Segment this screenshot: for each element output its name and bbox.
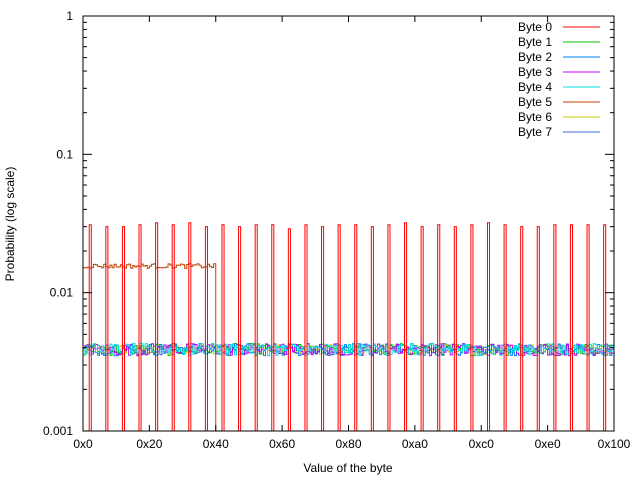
series-line-byte-0 <box>83 222 614 432</box>
x-tick-label: 0x80 <box>335 437 361 451</box>
series-line-byte-1 <box>82 342 615 431</box>
legend-label: Byte 5 <box>518 95 552 109</box>
series-line-byte-7 <box>82 344 615 431</box>
x-tick-label: 0xe0 <box>535 437 561 451</box>
series-line-byte-6 <box>82 344 615 431</box>
series-line-byte-4 <box>82 342 615 431</box>
legend-label: Byte 6 <box>518 110 552 124</box>
legend-label: Byte 2 <box>518 50 552 64</box>
ticks-layer: 0x0 0x20 0x40 0x60 0x80 0xa0 0xc0 0xe0 0x100 1 0.1… <box>43 9 631 451</box>
x-tick-label: 0xa0 <box>402 437 428 451</box>
x-tick-label: 0x100 <box>598 437 631 451</box>
x-tick-label: 0xc0 <box>469 437 495 451</box>
y-tick-label: 1 <box>66 9 73 23</box>
x-tick-label: 0x0 <box>73 437 93 451</box>
y-tick-label: 0.001 <box>43 424 73 438</box>
series-line-byte-3 <box>82 343 615 431</box>
legend-label: Byte 7 <box>518 125 552 139</box>
legend-label: Byte 3 <box>518 65 552 79</box>
x-tick-label: 0x20 <box>136 437 162 451</box>
x-tick-label: 0x40 <box>203 437 229 451</box>
x-tick-label: 0x60 <box>269 437 295 451</box>
y-tick-label: 0.1 <box>56 147 73 161</box>
x-axis-label: Value of the byte <box>303 461 393 475</box>
y-axis-label: Probability (log scale) <box>3 167 17 282</box>
series-layer <box>82 222 615 432</box>
legend-label: Byte 1 <box>518 35 552 49</box>
y-tick-label: 0.01 <box>50 286 74 300</box>
series-line-byte-2 <box>82 342 615 431</box>
legend-label: Byte 0 <box>518 20 552 34</box>
legend-label: Byte 4 <box>518 80 552 94</box>
